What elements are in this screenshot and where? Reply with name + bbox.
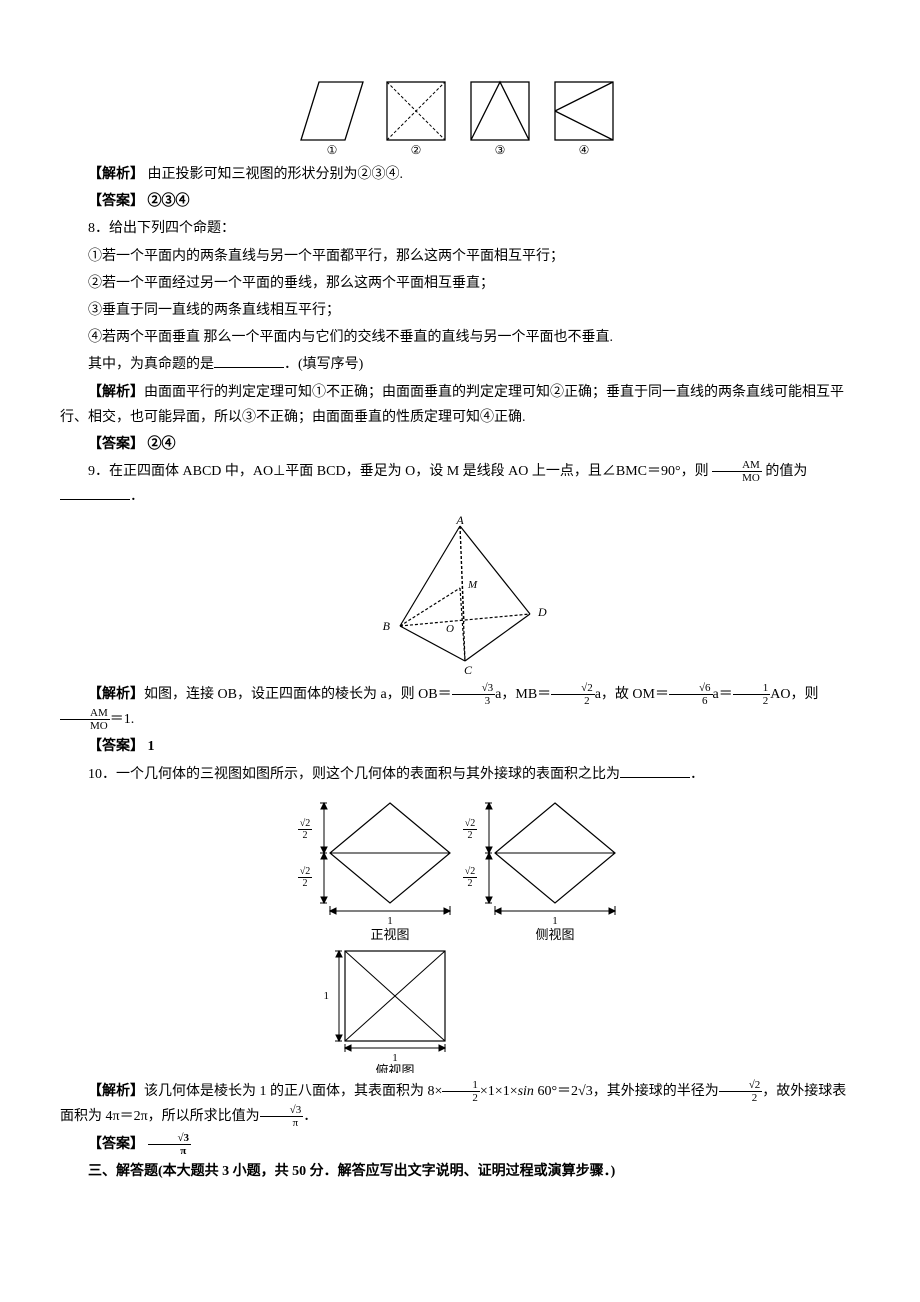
q9-an-prefix: 【解析】 [88,687,144,702]
q8-l4: ④若两个平面垂直 那么一个平面内与它们的交线不垂直的直线与另一个平面也不垂直. [60,325,860,350]
f: √22 [551,682,595,707]
q7-ans-text: ②③④ [148,194,190,209]
q9-l1: 9．在正四面体 ABCD 中，AO⊥平面 BCD，垂足为 O，设 M 是线段 A… [88,464,709,479]
q9-ans-prefix: 【答案】 [88,739,144,754]
q8-an-prefix: 【解析】 [88,385,144,400]
q10-ans-prefix: 【答案】 [88,1137,144,1152]
q10-an-t7: ． [303,1109,317,1124]
q8-l5b: ．(填写序号) [284,357,363,372]
q10-ans-frac: √3π [148,1132,192,1157]
q8-l3: ③垂直于同一直线的两条直线相互平行； [60,298,860,323]
lbl-C: C [464,663,473,676]
q8-ans-prefix: 【答案】 [88,437,144,452]
cap-front: 正视图 [370,927,409,942]
blank [60,486,130,500]
f: √3π [260,1104,304,1129]
q9-l1c: ． [130,489,144,504]
q7-ans-prefix: 【答案】 [88,194,144,209]
q8-l5: 其中，为真命题的是 ．(填写序号) [60,352,860,377]
dim-1: 1 [552,915,558,927]
q9-ans-text: 1 [148,739,155,754]
q7-an-prefix: 【解析】 [88,167,144,182]
f: √66 [669,682,713,707]
q10-l1: 10．一个几何体的三视图如图所示，则这个几何体的表面积与其外接球的表面积之比为 [88,767,620,782]
q10-an-t6: ＝2π，所以所求比值为 [120,1109,260,1124]
three-views-svg: √22 √22 1 正视图 √22 √22 [290,793,630,1073]
lbl-A: A [455,516,464,527]
shape-label-4: ④ [579,143,590,156]
q10-analysis: 【解析】该几何体是棱长为 1 的正八面体，其表面积为 8×12×1×1×sin … [60,1079,860,1130]
lbl-O: O [446,623,454,635]
q9-an-t4: a＝ [713,687,733,702]
f: √33 [452,682,496,707]
tetra-svg: A B C D M O [360,516,560,676]
blank [214,354,284,368]
q8-answer: 【答案】 ②④ [60,432,860,457]
q9-an-t5: AO，则 [770,687,818,702]
q8-l1: ①若一个平面内的两条直线与另一个平面都平行，那么这两个平面相互平行； [60,244,860,269]
q7-analysis: 【解析】 由正投影可知三视图的形状分别为②③④. [60,162,860,187]
shapes-svg: ① ② ③ ④ [295,76,625,156]
blank [620,764,690,778]
lbl-D: D [537,605,547,619]
sin: sin [518,1084,534,1099]
q8-an-text: 由面面平行的判定定理可知①不正确；由面面垂直的判定定理可知②正确；垂直于同一直线… [60,385,844,425]
q10-an-prefix: 【解析】 [88,1084,144,1099]
cap-top: 俯视图 [375,1063,414,1073]
q8-ans-text: ②④ [148,437,176,452]
q10-an-t1: 该几何体是棱长为 1 的正八面体，其表面积为 8× [144,1084,442,1099]
q9-l1b: 的值为 [765,464,807,479]
f: AMMO [60,707,110,732]
shape-label-1: ① [327,143,338,156]
f: √22 [719,1079,763,1104]
lbl-B: B [383,619,391,633]
f: 12 [442,1079,480,1104]
f: 12 [733,682,771,707]
q7-an-text: 由正投影可知三视图的形状分别为②③④. [148,167,404,182]
q10-an-t4: ，其外接球的半径为 [593,1084,719,1099]
cap-side: 侧视图 [535,927,574,942]
q9-stem: 9．在正四面体 ABCD 中，AO⊥平面 BCD，垂足为 O，设 M 是线段 A… [60,459,860,510]
lbl-M: M [467,579,478,591]
q10-answer: 【答案】 √3π [60,1132,860,1157]
shape-label-2: ② [411,143,422,156]
q8-analysis: 【解析】由面面平行的判定定理可知①不正确；由面面垂直的判定定理可知②正确；垂直于… [60,380,860,430]
q9-answer: 【答案】 1 [60,734,860,759]
q10-l1b: ． [690,767,704,782]
q9-an-t3: a，故 OM＝ [595,687,669,702]
sqrt3: √3 [578,1084,593,1099]
dim-1: 1 [387,915,393,927]
q8-l2: ②若一个平面经过另一个平面的垂线，那么这两个平面相互垂直； [60,271,860,296]
q9-an-t6: ＝1. [110,712,135,727]
q9-an-t2: a，MB＝ [495,687,551,702]
section-3: 三、解答题(本大题共 3 小题，共 50 分．解答应写出文字说明、证明过程或演算… [60,1159,860,1184]
q9-frac: AMMO [712,459,762,484]
dim-1: 1 [324,990,330,1002]
q9-analysis: 【解析】如图，连接 OB，设正四面体的棱长为 a，则 OB＝√33a，MB＝√2… [60,682,860,733]
q9-figure: A B C D M O [60,516,860,676]
q7-shapes: ① ② ③ ④ [60,76,860,156]
q10-figure: √22 √22 1 正视图 √22 √22 [60,793,860,1073]
q8-l5a: 其中，为真命题的是 [88,357,214,372]
q9-an-t1: 如图，连接 OB，设正四面体的棱长为 a，则 OB＝ [144,687,452,702]
q10-an-t2: ×1×1× [480,1084,518,1099]
q10-an-t3: 60°＝2 [534,1084,578,1099]
q10-stem: 10．一个几何体的三视图如图所示，则这个几何体的表面积与其外接球的表面积之比为 ． [60,762,860,787]
q7-answer: 【答案】 ②③④ [60,189,860,214]
shape-label-3: ③ [495,143,506,156]
q8-title: 8．给出下列四个命题： [60,216,860,241]
